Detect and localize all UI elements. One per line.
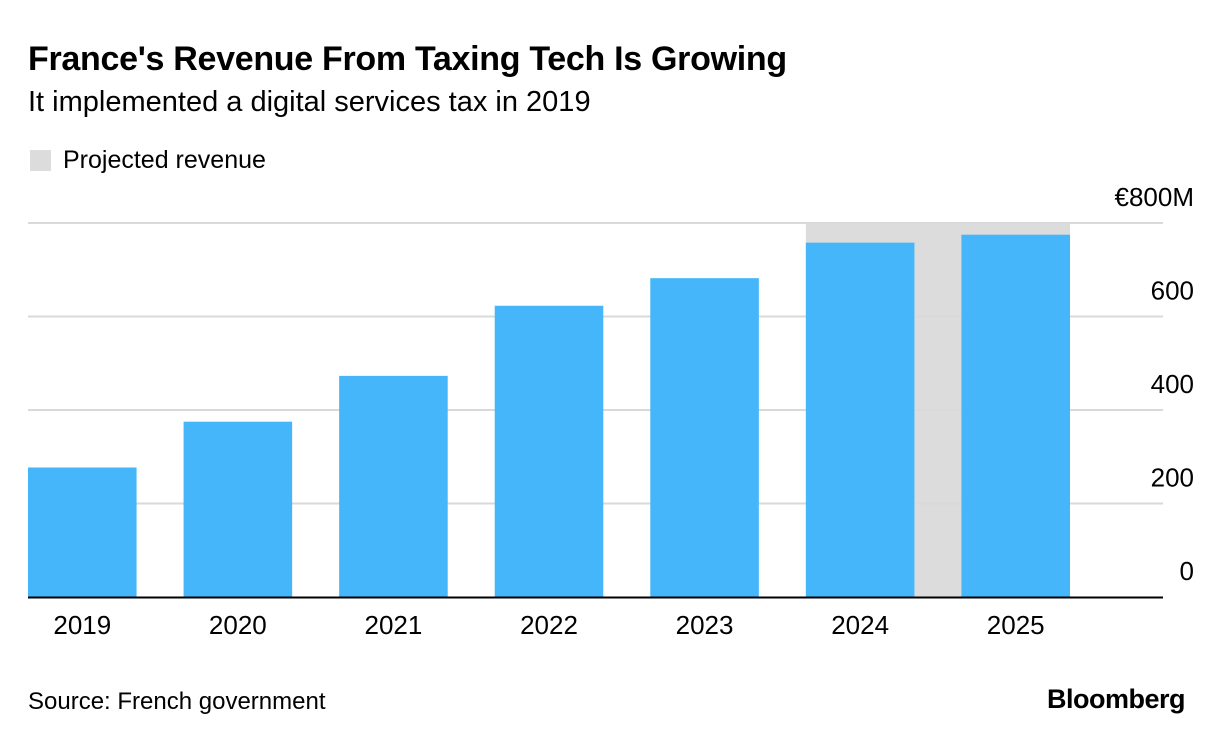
bars [28, 234, 1070, 597]
y-tick-label-200: 200 [1151, 463, 1194, 493]
bar-2022 [494, 305, 604, 597]
x-tick-label-2025: 2025 [987, 610, 1045, 640]
bloomberg-logo: Bloomberg [1046, 684, 1186, 714]
y-tick-labels: 0 200 400 600 €800M [1115, 182, 1195, 586]
y-tick-label-600: 600 [1151, 276, 1194, 306]
y-tick-label-400: 400 [1151, 369, 1194, 399]
y-tick-label-800: €800M [1115, 182, 1195, 212]
bar-2023 [650, 278, 759, 597]
bar-2024 [805, 242, 915, 597]
x-tick-label-2021: 2021 [365, 610, 423, 640]
legend-label-projected: Projected revenue [63, 146, 266, 174]
legend-swatch-projected [30, 150, 51, 171]
x-tick-label-2024: 2024 [831, 610, 889, 640]
bar-2021 [339, 375, 448, 597]
chart-title: France's Revenue From Taxing Tech Is Gro… [28, 40, 787, 78]
bar-2020 [183, 421, 293, 597]
y-tick-label-0: 0 [1180, 556, 1194, 586]
chart-subtitle: It implemented a digital services tax in… [28, 86, 591, 118]
x-tick-label-2023: 2023 [676, 610, 734, 640]
x-tick-label-2019: 2019 [53, 610, 111, 640]
x-tick-label-2020: 2020 [209, 610, 267, 640]
legend: Projected revenue [30, 146, 266, 175]
bar-2025 [961, 234, 1070, 597]
x-tick-labels: 2019 2020 2021 2022 2023 2024 2025 [53, 610, 1044, 640]
source-note: Source: French government [28, 688, 326, 715]
bar-2019 [28, 467, 137, 597]
x-tick-label-2022: 2022 [520, 610, 578, 640]
